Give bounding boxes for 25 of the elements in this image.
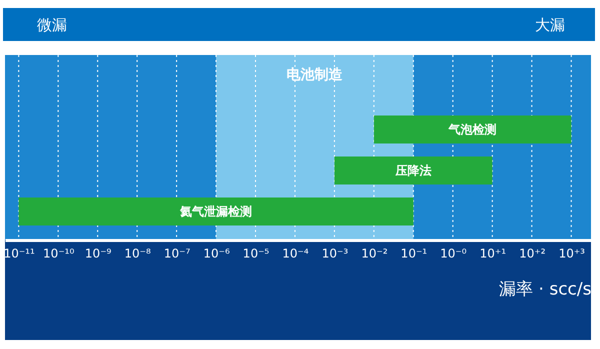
x-tick-label: 10⁻¹¹ bbox=[4, 246, 35, 260]
x-axis-title: 漏率 · scc/s bbox=[499, 280, 592, 300]
y-tick-label: 压降法 bbox=[394, 164, 432, 178]
y-tick-label: 气泡检测 bbox=[448, 122, 497, 136]
x-tick-label: 10⁻⁷ bbox=[164, 246, 190, 260]
x-tick-label: 10⁻⁶ bbox=[203, 246, 230, 260]
x-tick-label: 10⁻¹⁰ bbox=[43, 246, 74, 260]
x-tick-label: 10⁻⁸ bbox=[124, 246, 151, 260]
x-tick-label: 10⁺² bbox=[519, 246, 546, 260]
x-tick-label: 10⁻² bbox=[361, 246, 388, 260]
x-tick-label: 10⁻⁹ bbox=[84, 246, 112, 260]
text: 大漏 bbox=[535, 16, 565, 34]
bar bbox=[18, 198, 414, 226]
y-tick-label: 氦气泄漏检测 bbox=[179, 204, 252, 218]
band-label: 电池制造 bbox=[286, 67, 344, 83]
x-tick-label: 10⁻⁴ bbox=[282, 246, 309, 260]
bar bbox=[374, 116, 572, 144]
x-tick-label: 10⁻³ bbox=[322, 246, 348, 260]
x-tick-label: 10⁻⁰ bbox=[440, 246, 467, 260]
text: 微漏 bbox=[37, 16, 67, 34]
x-tick-label: 10⁺¹ bbox=[480, 246, 506, 260]
x-tick-label: 10⁻⁵ bbox=[242, 246, 270, 260]
x-tick-label: 10⁻¹ bbox=[400, 246, 428, 260]
x-tick-label: 10⁺³ bbox=[558, 246, 586, 260]
bar bbox=[334, 156, 492, 184]
